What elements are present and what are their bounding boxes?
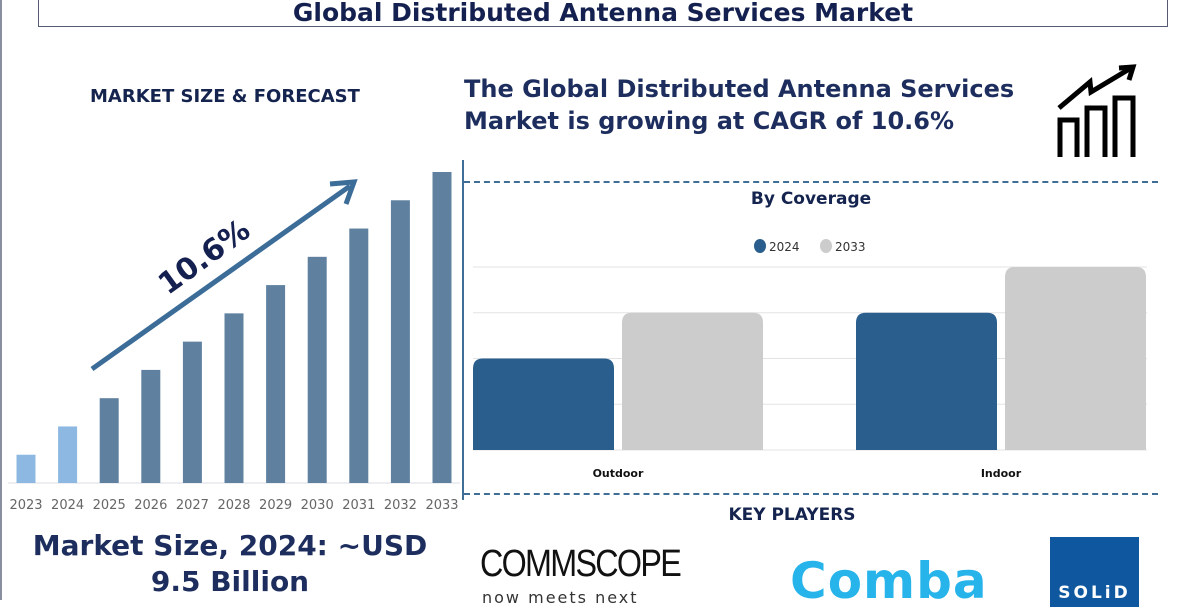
x-tick-label: 2023	[9, 498, 42, 513]
x-tick-label: 2027	[176, 498, 209, 513]
x-tick-label: 2033	[425, 498, 458, 513]
x-tick-label: 2024	[51, 498, 84, 513]
divider-dashed	[464, 181, 1158, 183]
bar-2031	[349, 228, 369, 483]
key-players-title: KEY PLAYERS	[728, 505, 856, 525]
x-tick-label: 2031	[342, 498, 375, 513]
comba-logo: Comba	[790, 552, 988, 610]
coverage-chart: 2024 2033 Outdoor Indoor	[473, 239, 1147, 480]
x-tick-label: 2025	[93, 498, 126, 513]
bar-2023	[16, 454, 36, 483]
page-title: Global Distributed Antenna Services Mark…	[292, 0, 914, 27]
frame-border	[0, 0, 2, 600]
bar-outdoor-2024	[473, 358, 614, 450]
solid-logo: SOLiD	[1050, 537, 1139, 607]
market-size-text: Market Size, 2024: ~USD 9.5 Billion	[0, 528, 460, 600]
title-banner: Global Distributed Antenna Services Mark…	[38, 0, 1168, 27]
market-size-line1: Market Size, 2024: ~USD	[32, 529, 428, 562]
x-tick-label: 2028	[217, 498, 250, 513]
category-label: Outdoor	[593, 467, 644, 480]
bar-2033	[432, 172, 452, 483]
growth-chart-icon	[1057, 64, 1137, 157]
market-forecast-chart: 2023 2024 2025 2026 2027 2028 2029 2030 2031 2032…	[8, 160, 464, 513]
bar-2025	[99, 398, 119, 483]
coverage-chart-title: By Coverage	[750, 189, 872, 209]
cagr-arrow	[90, 179, 358, 372]
bar-2030	[307, 256, 327, 483]
market-size-line2: 9.5 Billion	[150, 565, 310, 598]
x-tick-label: 2032	[384, 498, 417, 513]
category-label: Indoor	[981, 467, 1022, 480]
x-tick-label: 2026	[134, 498, 167, 513]
commscope-logo: COMMSCOPE	[480, 543, 682, 585]
bar-indoor-2024	[856, 312, 997, 450]
headline-line2: Market is growing at CAGR of 10.6%	[464, 107, 955, 135]
bar-indoor-2033	[1005, 267, 1146, 450]
bar-2032	[390, 200, 410, 483]
bar-2024	[58, 426, 78, 483]
x-tick-label: 2030	[301, 498, 334, 513]
divider-dashed	[464, 493, 1158, 495]
section-title-market-size: MARKET SIZE & FORECAST	[90, 86, 360, 107]
commscope-tagline: now meets next	[482, 588, 639, 607]
legend-label-2033: 2033	[835, 240, 866, 254]
legend-marker-2033	[820, 239, 832, 253]
x-tick-label: 2029	[259, 498, 292, 513]
bar-2029	[266, 285, 286, 483]
bar-2027	[182, 341, 202, 483]
bar-2026	[141, 369, 161, 483]
legend-marker-2024	[754, 239, 766, 253]
legend-label-2024: 2024	[769, 240, 800, 254]
bar-outdoor-2033	[622, 312, 763, 450]
cagr-headline: The Global Distributed Antenna Services …	[464, 73, 1044, 137]
headline-line1: The Global Distributed Antenna Services	[464, 75, 1015, 103]
bar-2028	[224, 313, 244, 483]
legend: 2024 2033	[754, 239, 866, 254]
